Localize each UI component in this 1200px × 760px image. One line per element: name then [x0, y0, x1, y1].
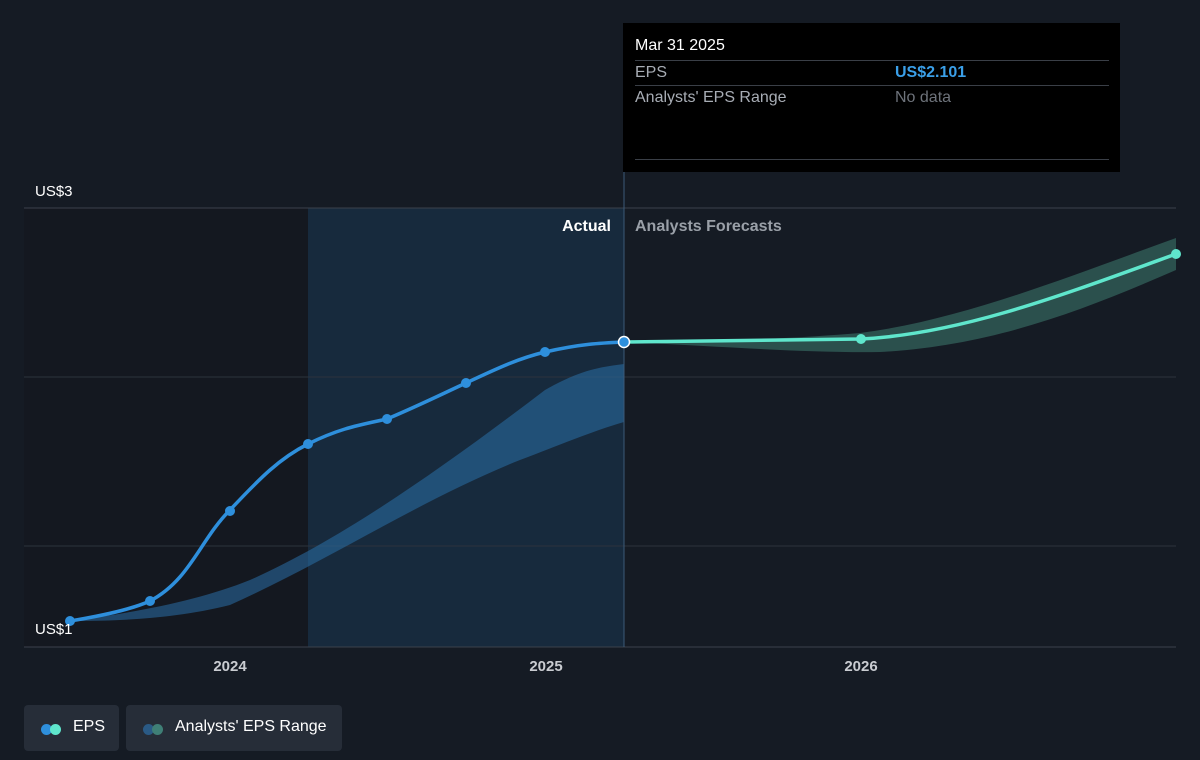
eps-actual-point[interactable]	[382, 414, 392, 424]
tooltip-divider	[635, 159, 1109, 160]
range-forecast-swatch-icon	[152, 724, 163, 735]
eps-range-area-actual	[70, 364, 624, 621]
eps-line-forecast	[622, 252, 1178, 344]
legend-eps-button[interactable]: EPS	[24, 705, 119, 751]
earlier-history-shade	[24, 208, 308, 647]
legend-eps-label: EPS	[73, 718, 106, 735]
range-actual-swatch-icon	[143, 724, 154, 735]
eps-forecast-point[interactable]	[856, 334, 866, 344]
tooltip-range-value: No data	[895, 89, 952, 106]
eps-range-area-forecast	[624, 238, 1176, 353]
eps-line-actual	[68, 340, 626, 623]
eps-forecast-point[interactable]	[1171, 249, 1181, 259]
x-tick-2025: 2025	[529, 658, 562, 675]
tooltip-row-range: Analysts' EPS Range No data	[635, 85, 1109, 111]
x-tick-2024: 2024	[213, 658, 247, 675]
eps-actual-point[interactable]	[617, 335, 631, 349]
legend-range-button[interactable]: Analysts' EPS Range	[126, 705, 342, 751]
y-tick-bottom: US$1	[35, 621, 73, 638]
tooltip-eps-value: US$2.101	[895, 64, 967, 81]
eps-actual-point[interactable]	[145, 596, 155, 606]
tooltip-eps-label: EPS	[635, 64, 668, 81]
eps-actual-swatch-icon	[41, 724, 52, 735]
tooltip-range-label: Analysts' EPS Range	[635, 89, 787, 106]
forecast-label: Analysts Forecasts	[635, 218, 782, 235]
eps-actual-point[interactable]	[225, 506, 235, 516]
x-tick-2026: 2026	[844, 658, 877, 675]
eps-actual-point[interactable]	[65, 616, 75, 626]
actual-label: Actual	[562, 218, 611, 235]
eps-actual-point[interactable]	[303, 439, 313, 449]
tooltip-row-eps: EPS US$2.101	[635, 60, 1109, 86]
eps-actual-point[interactable]	[540, 347, 550, 357]
y-tick-top: US$3	[35, 183, 73, 200]
hover-tooltip: Mar 31 2025 EPS US$2.101 Analysts' EPS R…	[623, 23, 1120, 172]
legend-range-label: Analysts' EPS Range	[175, 718, 327, 735]
eps-forecast-swatch-icon	[50, 724, 61, 735]
eps-actual-point[interactable]	[461, 378, 471, 388]
tooltip-date: Mar 31 2025	[635, 37, 725, 54]
